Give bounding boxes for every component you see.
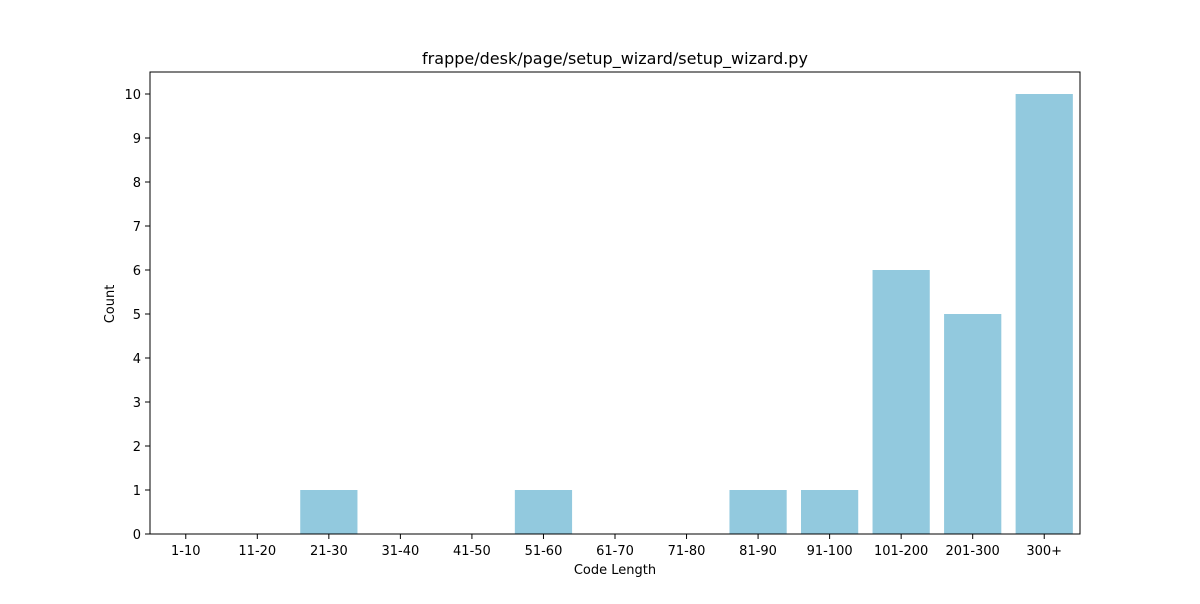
y-tick-label: 9	[133, 132, 141, 147]
x-tick-label: 201-300	[946, 544, 1000, 559]
x-tick-label: 41-50	[453, 544, 491, 559]
x-tick-label: 51-60	[525, 544, 563, 559]
x-tick-label: 81-90	[739, 544, 777, 559]
x-tick-label: 21-30	[310, 544, 348, 559]
chart-title: frappe/desk/page/setup_wizard/setup_wiza…	[422, 49, 808, 69]
bars-layer	[300, 94, 1073, 534]
bar-21-30	[300, 490, 357, 534]
y-tick-label: 8	[133, 176, 141, 191]
y-tick-label: 6	[133, 264, 141, 279]
y-tick-label: 1	[133, 484, 141, 499]
y-tick-label: 0	[133, 528, 141, 543]
x-axis-label: Code Length	[574, 563, 656, 578]
plot-frame	[150, 72, 1080, 534]
y-tick-label: 7	[133, 220, 141, 235]
bar-300+	[1016, 94, 1073, 534]
bar-51-60	[515, 490, 572, 534]
x-tick-label: 91-100	[807, 544, 853, 559]
x-tick-label: 11-20	[238, 544, 276, 559]
y-tick-label: 3	[133, 396, 141, 411]
x-tick-label: 61-70	[596, 544, 634, 559]
x-tick-label: 101-200	[874, 544, 928, 559]
y-tick-label: 2	[133, 440, 141, 455]
bar-81-90	[729, 490, 786, 534]
x-tick-label: 1-10	[171, 544, 201, 559]
y-tick-label: 4	[133, 352, 141, 367]
x-tick-label: 71-80	[668, 544, 706, 559]
axes-layer: 1-10 11-20 21-30 31-40 41-50 51-60 61-70 71-80 8…	[124, 72, 1080, 559]
x-tick-label: 31-40	[381, 544, 419, 559]
x-tick-label: 300+	[1026, 544, 1062, 559]
y-tick-label: 10	[124, 88, 141, 103]
bar-101-200	[873, 270, 930, 534]
y-axis-label: Count	[103, 285, 118, 324]
bar-91-100	[801, 490, 858, 534]
bar-201-300	[944, 314, 1001, 534]
y-tick-label: 5	[133, 308, 141, 323]
